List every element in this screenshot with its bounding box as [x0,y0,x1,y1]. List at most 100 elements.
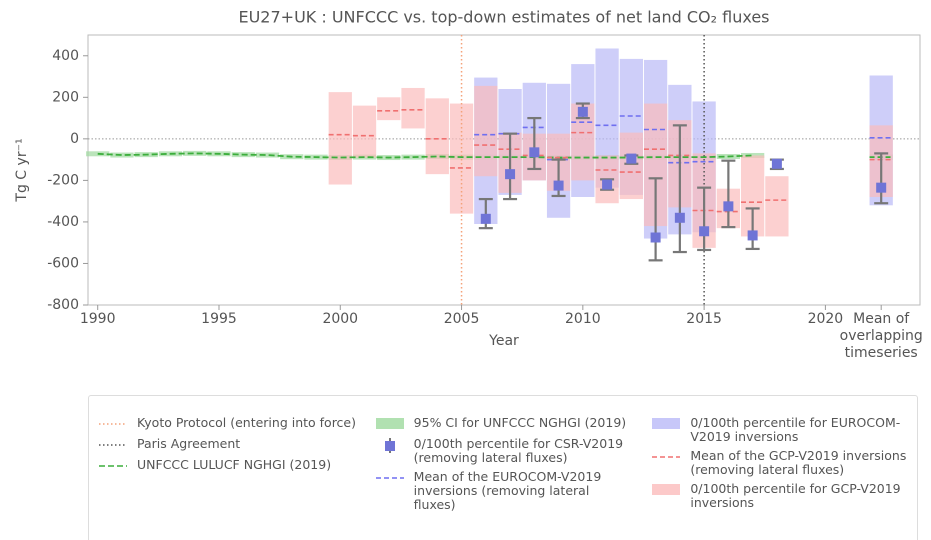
error-bar [503,132,518,201]
error-bar [745,207,760,251]
error-bar [600,178,615,191]
band [352,105,377,158]
band [619,132,643,200]
error-bar [672,124,687,254]
legend-label: Mean of the GCP-V2019 inversions (removi… [690,448,907,477]
x-tick-label: 2005 [443,311,480,327]
x-tick-label: 1990 [79,311,116,327]
band [595,48,619,188]
x-tick-label: 2000 [322,311,359,327]
error-bar [769,158,784,171]
y-tick-label: -600 [47,255,79,271]
error-bar [624,153,639,165]
legend-entry: 95% CI for UNFCCC NGHGI (2019) [374,416,635,432]
legend-entry: Mean of the GCP-V2019 inversions (removi… [650,449,911,477]
x-tick-label: 1995 [201,311,237,327]
band [255,152,280,158]
legend-label: 0/100th percentile for CSR-V2019 (removi… [413,436,624,465]
marker [723,201,734,212]
plot-frame [87,34,921,306]
marker [771,158,782,169]
x-axis-label: Year [488,333,519,349]
y-axis-label: Tg C yr⁻¹ [14,138,30,202]
legend-symbol [99,423,127,425]
legend-label: 0/100th percentile for EUROCOM-V2019 inv… [690,415,901,444]
legend-symbol [652,456,681,458]
legend-column: Kyoto Protocol (entering into force) Pari… [97,416,358,540]
line [97,152,753,159]
x-tick-label: 2015 [686,311,722,327]
x-tick-label: 2010 [565,311,601,327]
band [183,150,207,156]
marker [577,106,588,117]
band [328,92,352,185]
marker [674,212,685,223]
chart-title: EU27+UK : UNFCCC vs. top-down estimates … [238,8,769,27]
y-tick-label: -800 [47,297,79,313]
marker [747,230,758,241]
legend-column: 95% CI for UNFCCC NGHGI (2019) 0/100th pe… [374,416,635,540]
x-tick-label: 2020 [807,311,844,327]
legend-label: 95% CI for UNFCCC NGHGI (2019) [413,415,627,430]
error-bar [721,159,736,229]
legend-entry: Kyoto Protocol (entering into force) [97,416,358,432]
error-bar [527,116,542,171]
marker [602,179,613,190]
legend-symbol [375,477,404,479]
legend-label: Kyoto Protocol (entering into force) [137,415,356,430]
legend-label: Paris Agreement [137,436,241,451]
legend-label: UNFCCC LULUCF NGHGI (2019) [137,457,332,472]
band [401,87,425,129]
y-tick-label: 0 [70,131,79,147]
band [765,176,789,237]
legend-symbol [652,484,681,495]
legend-swatch [375,418,404,429]
marker [505,169,516,180]
plot: EU27+UK : UNFCCC vs. top-down estimates … [14,8,921,349]
legend-label: 0/100th percentile for GCP-V2019 inversi… [690,481,901,510]
legend-symbol [652,418,681,429]
legend-symbol [384,438,395,453]
legend-symbol [375,418,404,429]
y-tick-label: 200 [52,89,79,105]
error-bar [575,102,590,120]
legend-entry: 0/100th percentile for GCP-V2019 inversi… [650,482,911,510]
legend-symbol [99,465,127,467]
marker [480,213,491,224]
legend-swatch [652,484,681,495]
legend-entry: 0/100th percentile for CSR-V2019 (removi… [374,437,635,465]
marker [626,153,637,164]
error-bar [697,186,712,252]
legend-swatch [652,418,681,429]
x-tick-label: Mean of overlapping timeseries [839,311,923,361]
legend-label: Mean of the EUROCOM-V2019 inversions (re… [413,469,602,512]
marker [553,180,564,191]
y-tick-label: 400 [52,48,79,64]
legend-symbol [99,444,127,446]
error-bar [478,197,493,230]
y-tick-label: -200 [47,172,79,188]
marker [876,182,887,193]
error-bar [874,152,889,205]
band [110,152,134,158]
marker [699,226,710,237]
legend-column: 0/100th percentile for EUROCOM-V2019 inv… [650,416,911,540]
error-bar [648,177,663,262]
legend-entry: Mean of the EUROCOM-V2019 inversions (re… [374,470,635,512]
marker [529,147,540,158]
error-bar [551,158,566,198]
band [474,85,498,177]
marker [650,232,661,243]
legend: Kyoto Protocol (entering into force) Pari… [88,395,918,540]
y-tick-label: -400 [47,214,79,230]
legend-entry: UNFCCC LULUCF NGHGI (2019) [97,458,358,474]
band [425,98,449,175]
legend-entry: 0/100th percentile for EUROCOM-V2019 inv… [650,416,911,444]
band [377,97,401,121]
band [740,155,765,237]
band [643,103,668,227]
band [449,103,474,214]
legend-marker [384,441,395,451]
legend-entry: Paris Agreement [97,437,358,453]
